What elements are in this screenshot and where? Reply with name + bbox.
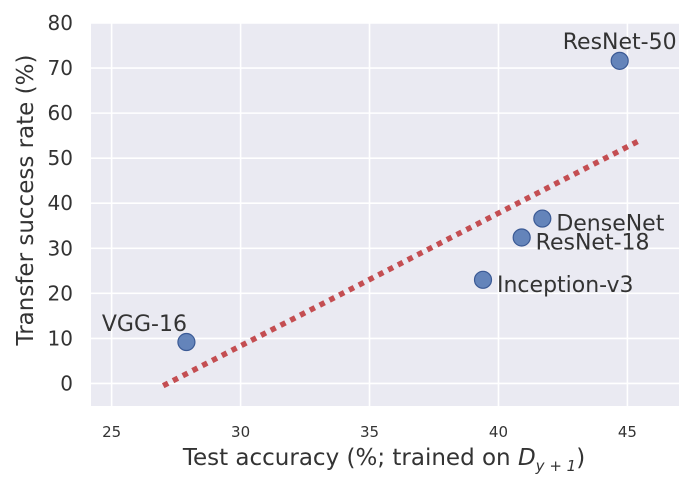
point-label: Inception-v3 bbox=[497, 273, 634, 298]
trend-line bbox=[161, 137, 642, 389]
grid bbox=[91, 22, 679, 406]
x-tick-label: 40 bbox=[489, 423, 508, 441]
data-points bbox=[177, 51, 629, 352]
x-tick-label: 35 bbox=[360, 423, 379, 441]
y-tick-label: 40 bbox=[48, 191, 73, 215]
x-tick-label: 25 bbox=[102, 423, 121, 441]
x-tick-label: 30 bbox=[231, 423, 250, 441]
data-point bbox=[512, 228, 531, 247]
y-axis-label: Transfer success rate (%) bbox=[13, 55, 39, 347]
y-tick-label: 10 bbox=[48, 326, 73, 350]
x-tick-labels: 25 30 35 40 45 bbox=[102, 423, 637, 441]
y-tick-labels: 0 10 20 30 40 50 60 70 80 bbox=[48, 11, 73, 395]
data-point bbox=[177, 332, 196, 352]
y-tick-label: 0 bbox=[60, 371, 73, 395]
data-point bbox=[473, 270, 493, 289]
y-tick-label: 60 bbox=[48, 101, 73, 125]
y-tick-label: 80 bbox=[48, 11, 73, 35]
y-tick-label: 70 bbox=[48, 56, 73, 80]
y-tick-label: 20 bbox=[48, 281, 73, 305]
y-tick-label: 50 bbox=[48, 146, 73, 170]
data-point bbox=[533, 209, 552, 228]
point-label: ResNet-50 bbox=[563, 30, 677, 55]
point-label: VGG-16 bbox=[102, 312, 187, 337]
point-label: ResNet-18 bbox=[536, 230, 650, 255]
data-point bbox=[610, 51, 629, 70]
point-label: DenseNet bbox=[556, 212, 664, 237]
x-tick-label: 45 bbox=[618, 423, 637, 441]
x-axis-label: Test accuracy (%; trained on Dy + 1) bbox=[182, 445, 585, 475]
y-tick-label: 30 bbox=[48, 236, 73, 260]
